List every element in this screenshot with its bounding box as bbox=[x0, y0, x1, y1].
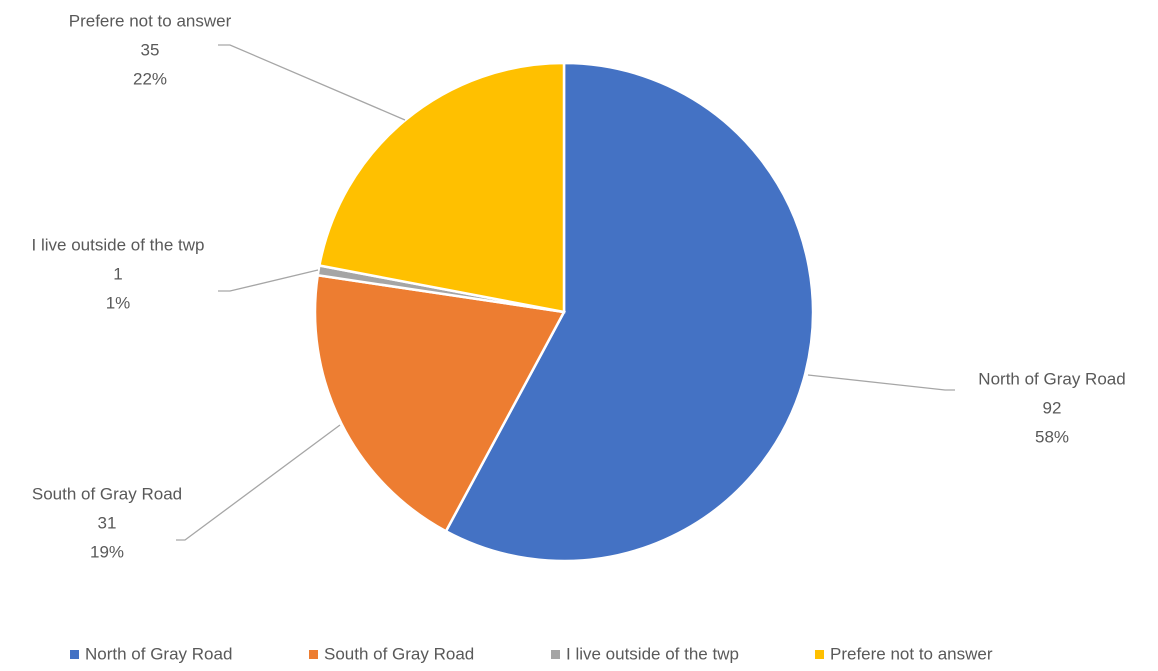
data-label-percent: 58% bbox=[1035, 427, 1069, 446]
pie-slice bbox=[317, 61, 566, 314]
data-label-name: Prefere not to answer bbox=[69, 11, 232, 30]
data-label-percent: 22% bbox=[133, 69, 167, 88]
pie-slice bbox=[313, 273, 566, 533]
legend-label: I live outside of the twp bbox=[566, 644, 739, 663]
data-label-value: 92 bbox=[1043, 398, 1062, 417]
legend-label: South of Gray Road bbox=[324, 644, 474, 663]
pie-slice bbox=[444, 61, 815, 563]
legend-swatch bbox=[70, 650, 79, 659]
leader-line bbox=[807, 374, 955, 391]
data-label-percent: 19% bbox=[90, 542, 124, 561]
legend-label: North of Gray Road bbox=[85, 644, 232, 663]
legend-swatch bbox=[309, 650, 318, 659]
data-label-value: 35 bbox=[141, 40, 160, 59]
leader-line bbox=[218, 269, 319, 292]
leader-line bbox=[218, 44, 406, 121]
legend-label: Prefere not to answer bbox=[830, 644, 993, 663]
data-label-value: 1 bbox=[113, 264, 122, 283]
data-label-name: South of Gray Road bbox=[32, 484, 182, 503]
data-label-name: North of Gray Road bbox=[978, 369, 1125, 388]
legend-swatch bbox=[551, 650, 560, 659]
data-label-percent: 1% bbox=[106, 293, 131, 312]
leader-line bbox=[176, 424, 341, 541]
data-label-value: 31 bbox=[98, 513, 117, 532]
data-label-name: I live outside of the twp bbox=[32, 235, 205, 254]
legend-swatch bbox=[815, 650, 824, 659]
